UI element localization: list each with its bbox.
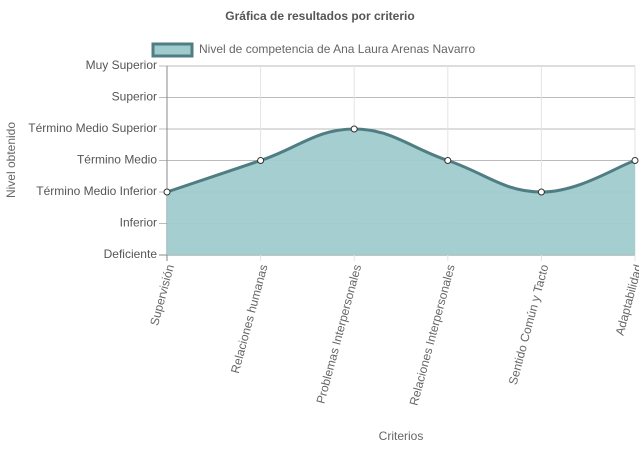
- x-tick-label: Relaciones humanas: [228, 263, 271, 375]
- y-tick-label: Inferior: [120, 216, 157, 230]
- point: [350, 125, 358, 133]
- legend-label: Nivel de competencia de Ana Laura Arenas…: [199, 42, 475, 56]
- x-tick-label: Sentido Común y Tacto: [506, 263, 552, 387]
- y-tick-label: Término Medio Inferior: [36, 184, 157, 198]
- y-axis-title: Nivel obtenido: [4, 122, 18, 198]
- x-tick-label: Relaciones Interpersonales: [407, 263, 458, 407]
- point: [631, 157, 639, 164]
- point: [444, 157, 452, 164]
- x-tick-label: Adaptabilidad: [613, 263, 639, 337]
- legend-swatch: [151, 42, 194, 58]
- y-tick-label: Término Medio: [77, 153, 157, 167]
- point: [537, 188, 545, 196]
- y-tick-label: Superior: [112, 90, 157, 104]
- area: [167, 129, 635, 255]
- chart-title: Gráfica de resultados por criterio: [225, 9, 414, 23]
- y-tick-label: Término Medio Superior: [28, 121, 157, 135]
- x-tick-label: Supervisión: [147, 263, 177, 327]
- point: [257, 157, 265, 164]
- y-tick-label: Deficiente: [104, 247, 158, 261]
- point: [163, 188, 171, 196]
- x-tick-label: Problemas Interpersonales: [314, 263, 365, 405]
- line: [166, 127, 636, 194]
- x-axis-title: Criterios: [379, 429, 424, 443]
- y-tick-label: Muy Superior: [86, 58, 157, 72]
